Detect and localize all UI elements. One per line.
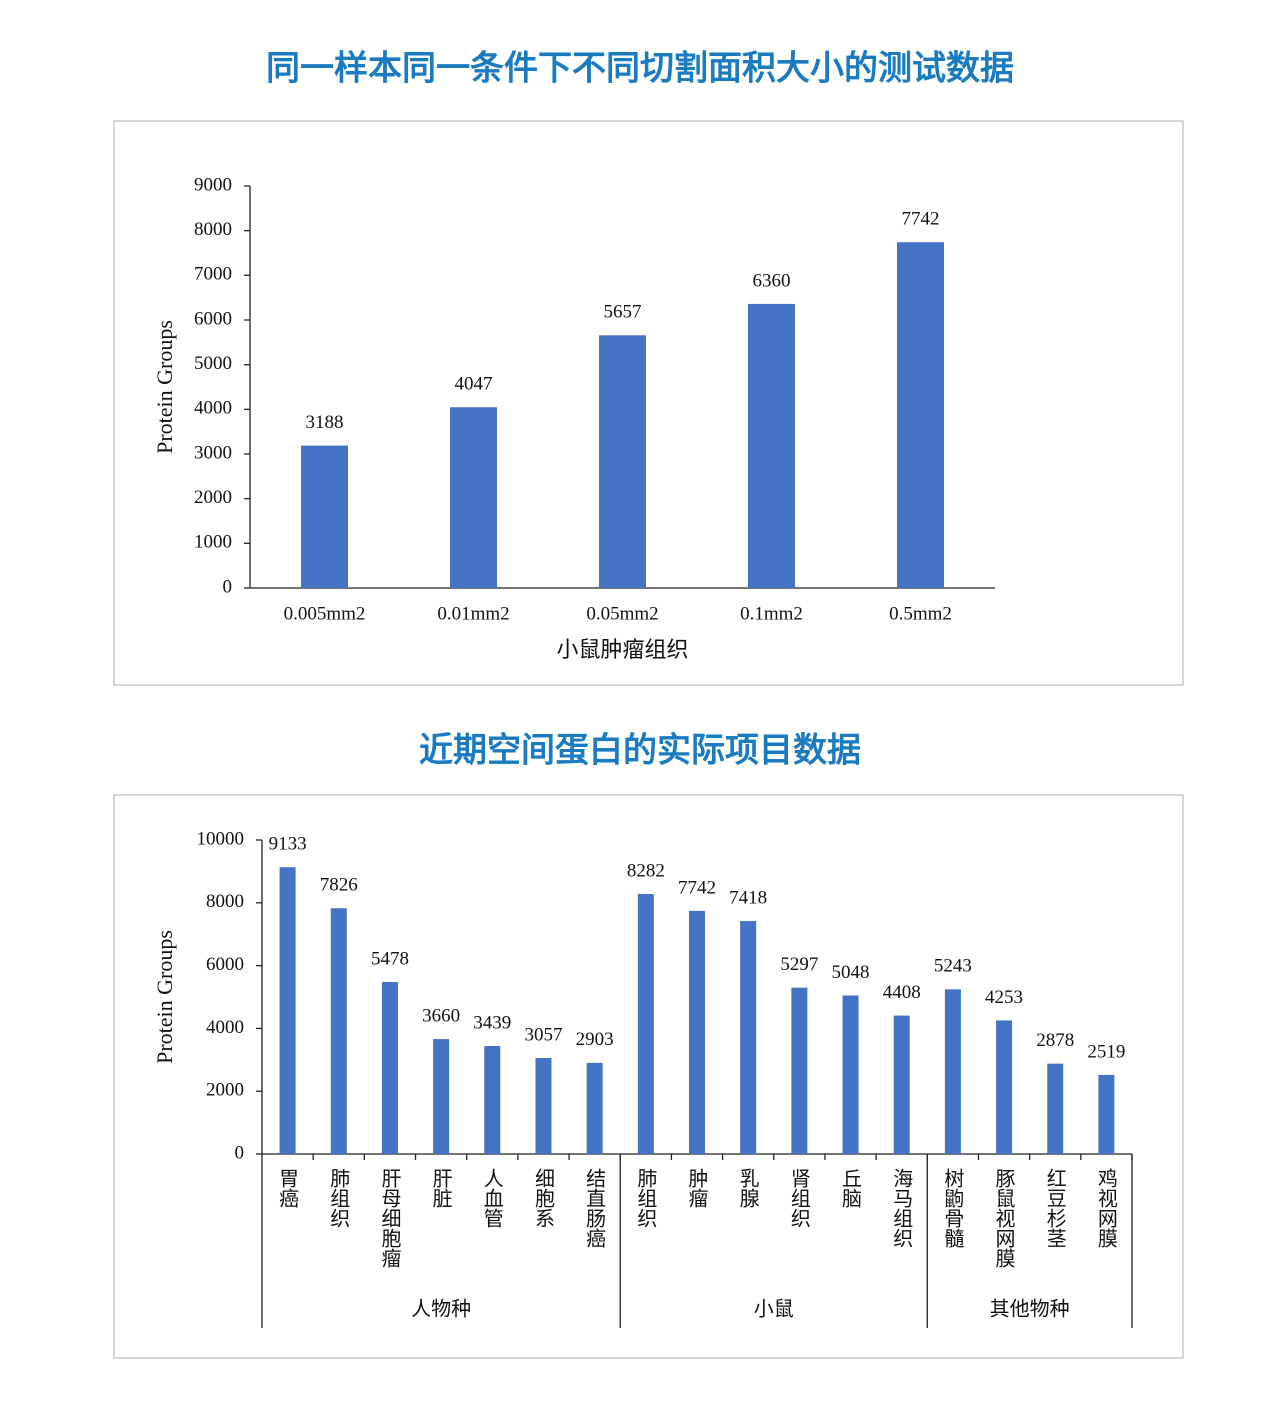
y-tick-label: 6000 <box>194 308 232 329</box>
value-label: 3439 <box>473 1012 511 1033</box>
chart-frame <box>113 794 1184 1359</box>
x-tick-label: 肝母细胞瘤 <box>378 1168 402 1268</box>
bar <box>842 995 859 1154</box>
x-tick-label: 乳腺 <box>736 1168 760 1208</box>
x-tick-label: 细胞系 <box>531 1168 555 1228</box>
value-label: 6360 <box>753 270 791 291</box>
group-label: 小鼠 <box>754 1297 794 1321</box>
y-axis-label: Protein Groups <box>152 320 177 454</box>
value-label: 5478 <box>371 948 409 969</box>
chart-title: 近期空间蛋白的实际项目数据 <box>419 731 861 771</box>
bar <box>301 445 348 588</box>
x-tick-label: 肿瘤 <box>685 1168 709 1208</box>
bar <box>897 242 944 588</box>
bar <box>535 1058 552 1154</box>
bar <box>1098 1074 1115 1154</box>
x-axis-label: 小鼠肿瘤组织 <box>556 638 688 663</box>
y-axis-label: Protein Groups <box>152 930 177 1064</box>
bar <box>279 867 296 1154</box>
value-label: 5048 <box>832 962 870 983</box>
value-label: 9133 <box>269 834 307 855</box>
bar <box>484 1046 501 1154</box>
value-label: 4253 <box>985 987 1023 1008</box>
x-tick-label: 胃癌 <box>276 1168 300 1208</box>
group-label: 其他物种 <box>990 1297 1070 1321</box>
value-label: 3188 <box>306 412 344 433</box>
value-label: 5297 <box>780 954 818 975</box>
y-tick-label: 8000 <box>194 219 232 240</box>
bar <box>1047 1063 1064 1154</box>
value-label: 2878 <box>1036 1030 1074 1051</box>
x-tick-label: 鸡视网膜 <box>1094 1168 1118 1248</box>
value-label: 2903 <box>576 1029 614 1050</box>
bar <box>599 335 646 588</box>
y-tick-label: 5000 <box>194 353 232 374</box>
x-tick-label: 肝脏 <box>429 1168 453 1208</box>
x-tick-label: 0.005mm2 <box>284 603 366 624</box>
value-label: 4047 <box>455 374 493 395</box>
bar <box>433 1039 450 1154</box>
value-label: 4408 <box>883 982 921 1003</box>
value-label: 3057 <box>524 1024 562 1045</box>
bar <box>689 910 705 1154</box>
bar <box>586 1062 603 1154</box>
y-tick-label: 4000 <box>206 1017 244 1038</box>
y-tick-label: 2000 <box>194 487 232 508</box>
group-label: 人物种 <box>411 1297 471 1321</box>
x-tick-label: 肺组织 <box>327 1168 351 1228</box>
bar <box>450 407 497 588</box>
y-tick-label: 0 <box>235 1142 245 1163</box>
y-tick-label: 10000 <box>197 828 245 849</box>
x-tick-label: 丘脑 <box>839 1168 863 1208</box>
x-tick-label: 0.05mm2 <box>586 603 658 624</box>
value-label: 2519 <box>1087 1041 1125 1062</box>
bar <box>381 981 398 1154</box>
value-label: 8282 <box>627 860 665 881</box>
value-label: 7742 <box>678 877 716 898</box>
chart-frame <box>113 120 1184 686</box>
x-tick-label: 0.5mm2 <box>889 603 952 624</box>
bar <box>996 1020 1013 1154</box>
x-tick-label: 红豆杉茎 <box>1043 1168 1067 1248</box>
chart-title: 同一样本同一条件下不同切割面积大小的测试数据 <box>266 49 1014 89</box>
value-label: 5657 <box>604 302 642 323</box>
y-tick-label: 1000 <box>194 532 232 553</box>
x-tick-label: 海马组织 <box>890 1168 914 1248</box>
bar <box>637 893 654 1154</box>
y-tick-label: 0 <box>223 576 233 597</box>
bar <box>893 1015 910 1154</box>
bar <box>791 987 808 1154</box>
y-tick-label: 8000 <box>206 891 244 912</box>
y-tick-label: 6000 <box>206 954 244 975</box>
x-tick-label: 豚鼠视网膜 <box>992 1168 1016 1268</box>
y-tick-label: 3000 <box>194 442 232 463</box>
y-tick-label: 4000 <box>194 398 232 419</box>
x-tick-label: 人血管 <box>480 1168 504 1228</box>
bar <box>330 908 347 1154</box>
bar <box>748 303 795 588</box>
x-tick-label: 结直肠癌 <box>583 1168 607 1248</box>
x-tick-label: 0.01mm2 <box>437 603 509 624</box>
x-tick-label: 树鼩骨髓 <box>941 1168 965 1248</box>
y-tick-label: 2000 <box>206 1080 244 1101</box>
x-tick-label: 肾组织 <box>787 1168 811 1228</box>
value-label: 5243 <box>934 956 972 977</box>
bar <box>740 921 757 1154</box>
value-label: 7742 <box>902 209 940 230</box>
bar <box>944 989 961 1154</box>
value-label: 7826 <box>320 875 358 896</box>
y-tick-label: 9000 <box>194 174 232 195</box>
y-tick-label: 7000 <box>194 264 232 285</box>
x-tick-label: 肺组织 <box>634 1168 658 1228</box>
value-label: 3660 <box>422 1005 460 1026</box>
x-tick-label: 0.1mm2 <box>740 603 803 624</box>
value-label: 7418 <box>729 887 767 908</box>
